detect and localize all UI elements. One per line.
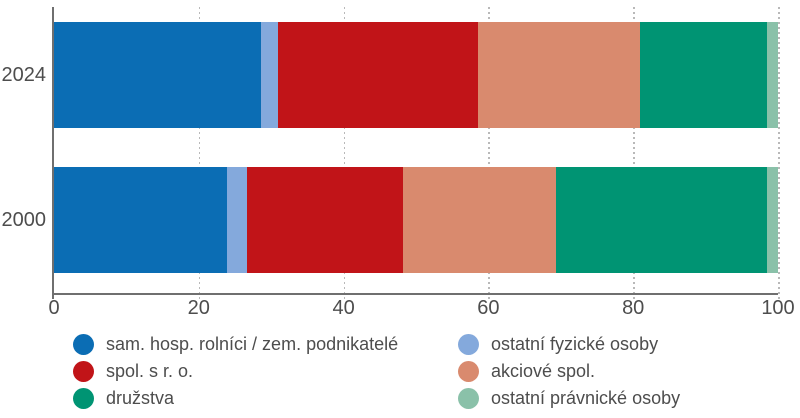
bar-segment [478,22,641,128]
bar-segment [640,22,768,128]
legend-swatch-circle [73,334,94,355]
legend-label: ostatní fyzické osoby [491,334,659,354]
bar-segment [767,167,778,273]
gridline [198,7,201,299]
y-tick-label: 2000 [1,209,47,231]
legend-column: ostatní fyzické osoby akciové spol. ostatn… [458,334,680,415]
legend-label: spol. s r. o. [106,361,194,381]
legend-item: spol. s r. o. [73,361,398,382]
bar-row [54,22,778,128]
x-tick-label: 60 [477,297,500,319]
legend-item: družstva [73,388,398,409]
gridline [343,7,346,299]
legend-swatch-circle [458,334,479,355]
x-tick-label: 0 [48,297,60,319]
x-tick-label: 20 [187,297,210,319]
x-axis-line [52,293,778,295]
legend-label: sam. hosp. rolníci / zem. podnikatelé [106,334,399,354]
bar-segment [278,22,479,128]
legend-swatch-circle [73,361,94,382]
legend-item: ostatní fyzické osoby [458,334,680,355]
bar-segment [227,167,248,273]
legend-item: ostatní právnické osoby [458,388,680,409]
legend-swatch-circle [73,388,94,409]
y-axis-line [52,7,54,299]
x-tick-label: 100 [761,297,795,319]
legend-item: sam. hosp. rolníci / zem. podnikatelé [73,334,398,355]
plot-area [52,7,780,299]
bar-segment [247,167,403,273]
bar-segment [555,167,768,273]
legend-label: akciové spol. [491,361,596,381]
bar-segment [54,22,262,128]
bar-segment [402,167,556,273]
legend-swatch-circle [458,388,479,409]
gridline [488,7,490,299]
legend-label: družstva [106,388,175,408]
gridline [778,7,780,299]
bar-segment [261,22,279,128]
bar-segment [54,167,228,273]
bar-row [54,167,778,273]
y-tick-label: 2024 [1,64,47,86]
legend-item: akciové spol. [458,361,680,382]
legend-label: ostatní právnické osoby [491,388,681,408]
bar-segment [767,22,778,128]
x-tick-label: 40 [332,297,355,319]
x-tick-label: 80 [622,297,645,319]
legend-swatch-circle [458,361,479,382]
gridline [633,7,635,299]
legend-column: sam. hosp. rolníci / zem. podnikatelé spo… [73,334,398,415]
